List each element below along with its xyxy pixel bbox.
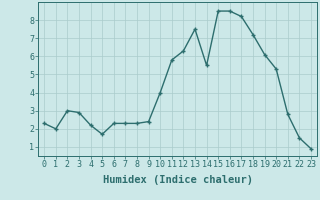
X-axis label: Humidex (Indice chaleur): Humidex (Indice chaleur)	[103, 175, 252, 185]
